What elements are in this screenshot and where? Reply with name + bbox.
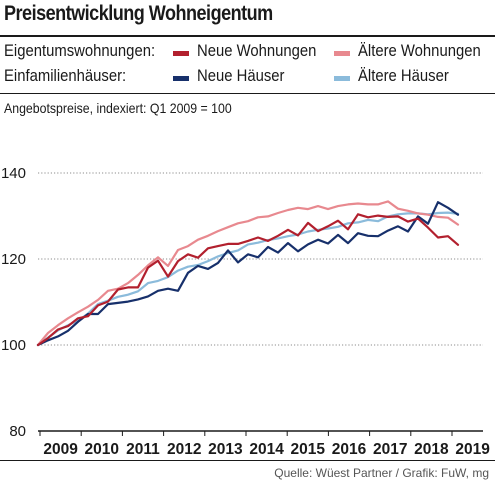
y-tick-label-140: 140 [1, 165, 26, 182]
x-tick-label-2014: 2014 [249, 441, 284, 458]
legend-label-aeltere-wohnungen: Ältere Wohnungen [358, 42, 481, 60]
legend-label-neue-wohnungen: Neue Wohnungen [197, 42, 317, 60]
x-tick-label-2016: 2016 [332, 441, 367, 458]
x-tick-label-2013: 2013 [208, 441, 243, 458]
chart-subtitle: Angebotspreise, indexiert: Q1 2009 = 100 [4, 100, 232, 116]
legend-group-eigentumswohnungen: Eigentumswohnungen: [4, 42, 156, 60]
series-line-neue-haeuser [36, 201, 460, 347]
title-divider [0, 35, 495, 37]
y-tick-label-100: 100 [1, 337, 26, 354]
legend-swatch-aeltere-haeuser [334, 76, 350, 81]
series-line-aeltere-wohnungen [36, 200, 460, 347]
line-chart: 80 100 120 140 2009 2010 2011 2012 2013 2014 2015 2… [1, 165, 490, 458]
x-tick-label-2015: 2015 [291, 441, 326, 458]
x-tick-label-2019: 2019 [455, 441, 490, 458]
y-tick-label-120: 120 [1, 251, 26, 268]
source-note: Quelle: Wüest Partner / Grafik: FuW, mg [274, 466, 489, 480]
page-title: Preisentwicklung Wohneigentum [4, 2, 273, 25]
x-tick-label-2011: 2011 [126, 441, 160, 458]
legend-swatch-neue-haeuser [173, 76, 189, 81]
subtitle-divider [0, 93, 495, 94]
legend-swatch-neue-wohnungen [173, 51, 189, 56]
x-tick-label-2018: 2018 [414, 441, 449, 458]
series-line-aeltere-haeuser [36, 211, 460, 347]
footer-divider [0, 460, 495, 461]
x-tick-label-2012: 2012 [167, 441, 201, 458]
y-tick-label-80: 80 [9, 423, 26, 440]
legend-group-einfamilienhaeuser: Einfamilienhäuser: [4, 67, 127, 85]
series-line-neue-wohnungen [36, 213, 460, 347]
x-tick-label-2017: 2017 [373, 441, 407, 458]
legend-swatch-aeltere-wohnungen [334, 51, 350, 56]
legend-label-aeltere-haeuser: Ältere Häuser [358, 67, 449, 85]
x-tick-label-2009: 2009 [43, 441, 78, 458]
legend-label-neue-haeuser: Neue Häuser [197, 67, 285, 85]
x-tick-label-2010: 2010 [85, 441, 119, 458]
